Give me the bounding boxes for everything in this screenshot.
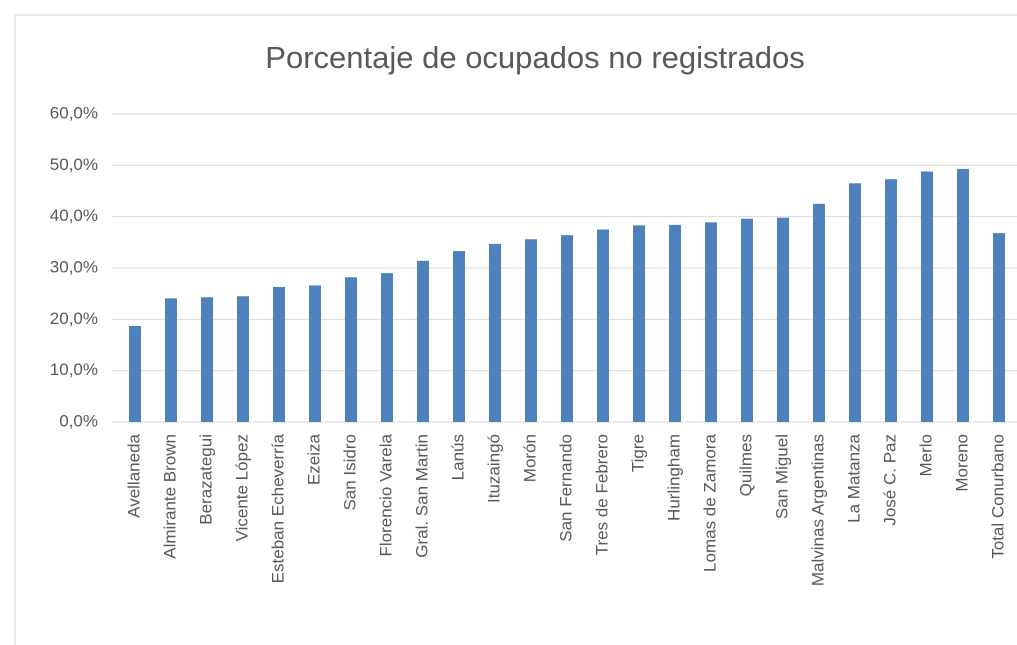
x-tick-label: Ezeiza	[304, 433, 323, 485]
bar	[489, 243, 501, 422]
x-tick-label: Morón	[520, 434, 539, 482]
y-tick-label: 20,0%	[50, 309, 98, 328]
x-tick-label: San Isidro	[340, 434, 359, 511]
bar	[165, 298, 177, 422]
x-tick-label: Tigre	[628, 434, 647, 472]
x-tick-label: José C. Paz	[880, 434, 899, 526]
x-tick-label: Florencio Varela	[376, 433, 395, 556]
x-tick-label: Berazategui	[196, 434, 215, 525]
x-tick-label: Malvinas Argentinas	[808, 434, 827, 586]
x-tick-label: Gral. San Martin	[412, 434, 431, 558]
bar	[417, 260, 429, 422]
x-tick-label: Avellaneda	[124, 433, 143, 517]
bar	[525, 239, 537, 422]
bar	[201, 297, 213, 422]
bar	[669, 224, 681, 422]
chart-title: Porcentaje de ocupados no registrados	[265, 40, 804, 75]
x-tick-label: Moreno	[952, 434, 971, 492]
bar	[813, 203, 825, 422]
x-tick-label: Merlo	[916, 434, 935, 477]
bar	[957, 168, 969, 422]
bar	[309, 285, 321, 422]
y-tick-label: 60,0%	[50, 103, 98, 122]
bar	[777, 217, 789, 422]
x-tick-label: San Fernando	[556, 434, 575, 542]
bar	[345, 277, 357, 422]
x-tick-label: Ituzaingó	[484, 434, 503, 503]
y-tick-label: 40,0%	[50, 206, 98, 225]
bar	[129, 326, 141, 422]
y-tick-label: 30,0%	[50, 257, 98, 276]
bar	[597, 229, 609, 422]
bar	[849, 183, 861, 422]
x-tick-label: Lomas de Zamora	[700, 433, 719, 571]
x-tick-label: La Matanza	[844, 433, 863, 522]
y-tick-label: 0,0%	[59, 411, 98, 430]
x-tick-label: Vicente López	[232, 434, 251, 541]
bar	[237, 296, 249, 422]
bar	[993, 233, 1005, 422]
x-tick-label: Esteban Echeverría	[268, 433, 287, 583]
y-tick-label: 50,0%	[50, 155, 98, 174]
bar	[633, 225, 645, 422]
x-tick-label: Total Conurbano	[988, 434, 1007, 559]
x-tick-label: Tres de Febrero	[592, 434, 611, 555]
bar	[273, 286, 285, 422]
x-tick-label: San Miguel	[772, 434, 791, 519]
x-tick-label: Quilmes	[736, 434, 755, 496]
y-tick-label: 10,0%	[50, 360, 98, 379]
bar	[885, 179, 897, 422]
x-tick-label: Lanús	[448, 434, 467, 480]
bar	[453, 251, 465, 422]
bar	[741, 218, 753, 422]
bar	[561, 235, 573, 422]
bar	[921, 171, 933, 422]
x-tick-label: Almirante Brown	[160, 434, 179, 559]
bar	[381, 273, 393, 422]
x-tick-label: Hurlingham	[664, 434, 683, 521]
bar	[705, 222, 717, 422]
